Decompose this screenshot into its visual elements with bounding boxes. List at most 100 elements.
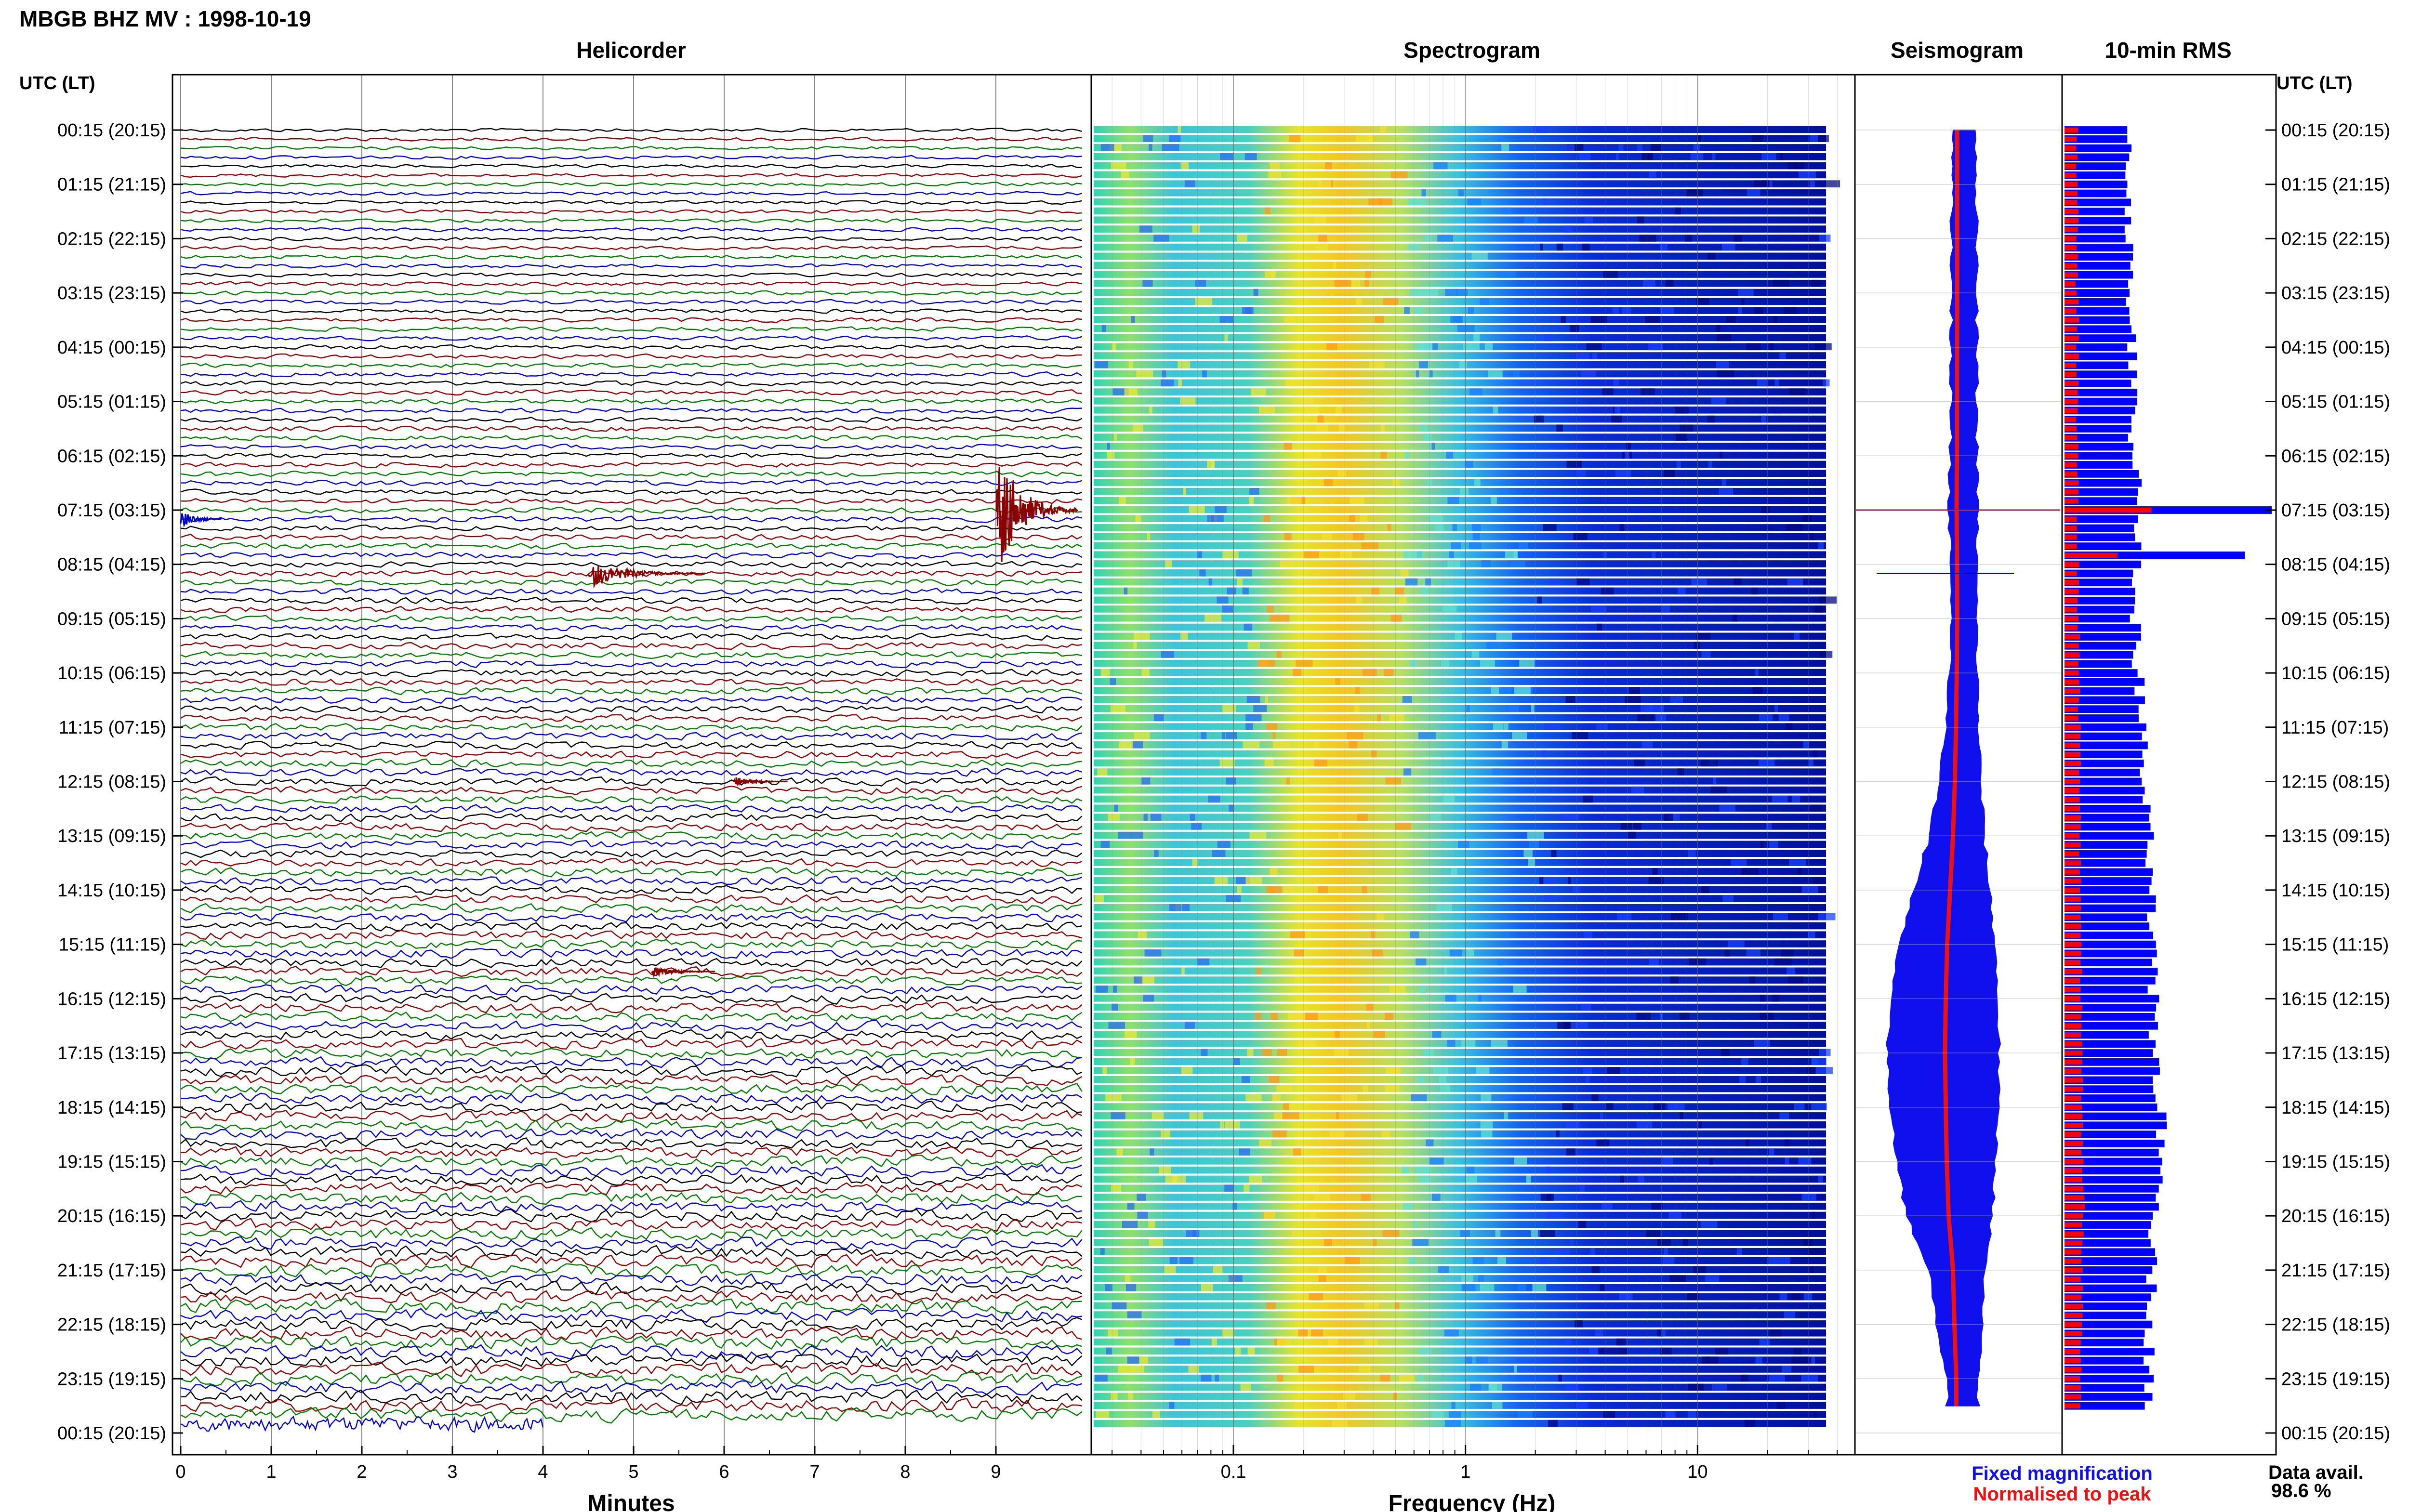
rms-bar-normalised <box>2065 1177 2082 1183</box>
spectrogram-speckle <box>1509 705 1519 712</box>
spectrogram-speckle <box>1350 497 1364 504</box>
spectrogram-speckle <box>1340 551 1352 559</box>
rms-bar-normalised <box>2065 526 2077 531</box>
utc-header-right: UTC (LT) <box>2277 73 2353 93</box>
spectrogram-row <box>1094 533 1826 540</box>
spectrogram-speckle <box>1702 1356 1710 1364</box>
rms-bar-fixed <box>2065 244 2133 252</box>
spectrogram-speckle <box>1732 614 1737 622</box>
spectrogram-speckle <box>1501 144 1509 151</box>
rms-bar-fixed <box>2065 542 2142 550</box>
spectrogram-speckle <box>1364 1302 1379 1310</box>
spectrogram-speckle <box>1178 361 1191 368</box>
rms-bar-normalised <box>2065 498 2078 504</box>
spectrogram-row <box>1094 524 1826 531</box>
spectrogram-speckle <box>1467 198 1482 206</box>
spectrogram-speckle <box>1814 1411 1818 1418</box>
spectrogram-speckle <box>1773 913 1788 920</box>
spectrogram-speckle <box>1554 1402 1558 1409</box>
rms-bar-fixed <box>2065 397 2137 406</box>
spectrogram-speckle <box>1699 1121 1702 1129</box>
spectrogram-speckle <box>1132 1366 1144 1373</box>
spectrogram-speckle <box>1274 1112 1284 1119</box>
rms-bar-normalised <box>2065 218 2079 224</box>
spectrogram-speckle <box>1214 877 1228 884</box>
spectrogram-speckle <box>1625 451 1629 459</box>
helicorder-trace <box>180 155 1082 160</box>
rms-bar-fixed <box>2065 198 2131 207</box>
spectrogram-speckle <box>1772 795 1788 803</box>
spectrogram-speckle <box>1368 198 1382 206</box>
rms-bar-fixed <box>2065 796 2143 803</box>
rms-bar-fixed <box>2065 262 2131 270</box>
spectrogram-speckle <box>1564 814 1579 821</box>
rms-bar-fixed <box>2065 986 2148 994</box>
spectrogram-speckle <box>1149 1239 1164 1246</box>
spectrogram-speckle <box>1751 135 1763 142</box>
spectrogram-row <box>1094 578 1826 586</box>
rms-bar-normalised <box>2065 1322 2082 1327</box>
spectrogram-speckle <box>1367 135 1373 142</box>
spectrogram-speckle <box>1250 388 1266 395</box>
helicorder-xtick-label: 6 <box>719 1462 729 1482</box>
spectrogram-speckle <box>1803 741 1809 749</box>
spectrogram-speckle <box>1359 1366 1371 1373</box>
spectrogram-xtick-label: 1 <box>1460 1462 1470 1482</box>
spectrogram-row <box>1094 343 1826 351</box>
spectrogram-speckle <box>1519 659 1535 667</box>
spectrogram-speckle <box>1776 1402 1786 1409</box>
spectrogram-row <box>1094 605 1826 613</box>
spectrogram-speckle <box>1403 1202 1414 1210</box>
spectrogram-speckle <box>1457 325 1475 332</box>
rms-bar-fixed <box>2065 1230 2148 1238</box>
rms-bar-fixed <box>2065 932 2153 939</box>
spectrogram-speckle <box>1135 515 1141 522</box>
helicorder-trace <box>180 1038 1083 1050</box>
helicorder-xtick-label: 9 <box>991 1462 1001 1482</box>
spectrogram-speckle <box>1241 1076 1250 1083</box>
spectrogram-speckle <box>1499 271 1516 278</box>
spectrogram-speckle <box>1143 135 1153 142</box>
spectrogram-speckle <box>1615 470 1631 477</box>
spectrogram-speckle <box>1449 949 1463 957</box>
helicorder-xtick-label: 4 <box>538 1462 548 1482</box>
rms-bar-normalised <box>2065 1123 2083 1128</box>
spectrogram-speckle <box>1127 1202 1135 1210</box>
spectrogram-speckle <box>1417 1076 1425 1083</box>
time-label-right: 17:15 (13:15) <box>2281 1043 2390 1064</box>
spectrogram-speckle <box>1449 551 1454 559</box>
helicorder-xtick-label: 8 <box>900 1462 910 1482</box>
rms-bar-fixed <box>2065 705 2139 713</box>
helicorder-trace <box>180 1029 1083 1041</box>
spectrogram-speckle <box>1107 451 1115 459</box>
spectrogram-speckle <box>1335 678 1340 685</box>
spectrogram-speckle <box>1766 823 1772 830</box>
spectrogram-speckle <box>1651 1202 1663 1210</box>
spectrogram-speckle <box>1247 642 1260 649</box>
rms-bar-normalised <box>2065 344 2077 350</box>
rms-bar-fixed <box>2065 669 2138 677</box>
spectrogram-speckle <box>1497 958 1504 966</box>
spectrogram-speckle <box>1788 976 1803 984</box>
spectrogram-row <box>1094 642 1826 649</box>
spectrogram-speckle <box>1518 542 1528 550</box>
rms-bar-normalised <box>2065 444 2078 449</box>
spectrogram-speckle <box>1664 814 1673 821</box>
spectrogram-speckle <box>1602 1202 1613 1210</box>
spectrogram-speckle <box>1229 804 1234 812</box>
spectrogram-speckle <box>1384 1012 1394 1020</box>
spectrogram-speckle <box>1255 1012 1261 1020</box>
spectrogram-row <box>1094 243 1826 251</box>
spectrogram-speckle <box>1670 696 1683 703</box>
helicorder-trace <box>180 299 1082 305</box>
rms-bar-fixed <box>2065 904 2156 912</box>
spectrogram-speckle <box>1737 289 1754 296</box>
spectrogram-speckle <box>1222 551 1239 559</box>
spectrogram-speckle <box>1178 126 1181 133</box>
rms-bar-fixed <box>2065 1348 2155 1355</box>
spectrogram-speckle <box>1188 1366 1199 1373</box>
spectrogram-speckle <box>1660 307 1674 314</box>
spectrogram-speckle <box>1480 1121 1493 1129</box>
rms-panel <box>2065 126 2272 1410</box>
helicorder-trace <box>180 515 1082 523</box>
